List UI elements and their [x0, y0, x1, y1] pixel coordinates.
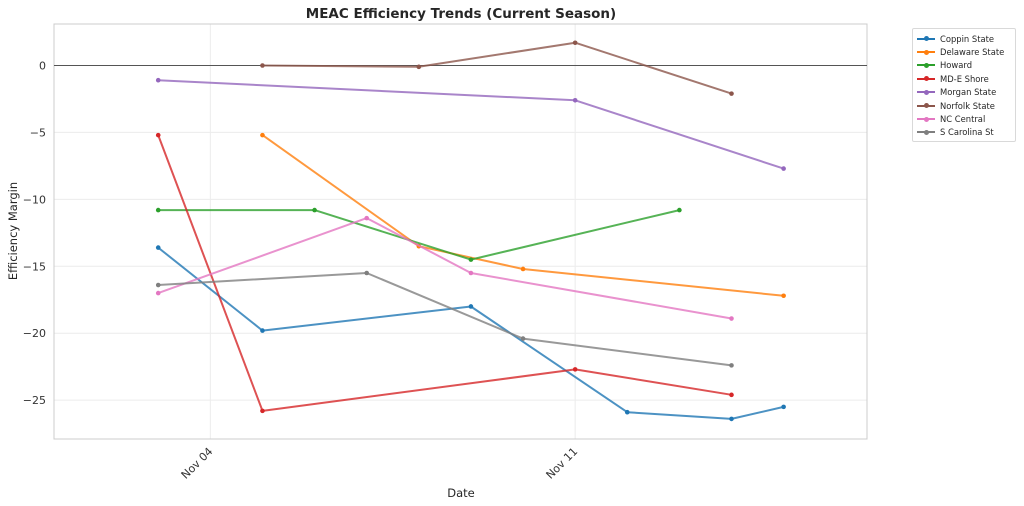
y-tick-label: −20	[23, 327, 46, 340]
data-point-nc-central	[364, 215, 369, 221]
series-line-s-carolina-st	[158, 272, 732, 367]
legend-swatch-icon	[917, 129, 935, 135]
legend-item-morgan-state: Morgan State	[917, 86, 1011, 99]
x-axis-label: Date	[447, 486, 475, 500]
legend-swatch-icon	[917, 89, 935, 95]
legend-item-s-carolina-st: S Carolina St	[917, 126, 1011, 139]
series-nc-central	[155, 215, 734, 321]
series-line-morgan-state	[158, 79, 784, 170]
data-point-morgan-state	[572, 98, 578, 103]
data-point-coppin-state	[155, 245, 161, 250]
data-point-howard	[468, 257, 474, 262]
series-coppin-state	[155, 245, 786, 422]
legend-swatch-icon	[917, 36, 935, 42]
data-point-nc-central	[468, 270, 474, 276]
series-line-delaware-state	[261, 134, 784, 297]
legend-item-howard: Howard	[917, 59, 1011, 72]
legend-item-norfolk-state: Norfolk State	[917, 99, 1011, 112]
data-point-nc-central	[729, 316, 734, 321]
series-s-carolina-st	[155, 270, 734, 368]
y-tick-label: −10	[23, 193, 46, 206]
data-point-coppin-state	[260, 328, 265, 333]
data-point-norfolk-state	[416, 64, 422, 70]
series-norfolk-state	[260, 40, 734, 96]
legend-marker-icon	[924, 129, 929, 135]
series-line-md-e-shore	[157, 134, 732, 412]
data-point-coppin-state	[468, 304, 474, 309]
legend-swatch-icon	[917, 103, 935, 109]
y-axis-label: Efficiency Margin	[6, 182, 20, 280]
series-morgan-state	[155, 77, 786, 171]
legend-label: S Carolina St	[940, 127, 994, 138]
legend-swatch-icon	[917, 62, 935, 68]
data-point-morgan-state	[781, 166, 786, 171]
series-howard	[155, 207, 682, 262]
data-point-nc-central	[155, 290, 161, 296]
data-point-delaware-state	[781, 293, 786, 299]
legend-label: Coppin State	[940, 33, 995, 44]
legend-swatch-icon	[917, 49, 935, 55]
data-point-howard	[677, 207, 682, 213]
data-point-norfolk-state	[260, 63, 265, 68]
data-point-norfolk-state	[572, 40, 578, 46]
legend-swatch-icon	[917, 76, 935, 82]
series-layer	[155, 40, 786, 422]
data-point-md-e-shore	[260, 408, 265, 414]
legend-label: Norfolk State	[940, 100, 995, 111]
data-point-howard	[155, 207, 161, 213]
series-line-nc-central	[157, 217, 732, 320]
data-point-howard	[312, 207, 317, 213]
legend-swatch-icon	[917, 116, 935, 122]
legend-marker-icon	[924, 62, 929, 68]
legend-label: MD-E Shore	[940, 73, 989, 84]
legend-label: Morgan State	[940, 87, 997, 98]
data-point-norfolk-state	[729, 91, 734, 96]
x-tick-label: Nov 11	[544, 445, 581, 482]
y-tick-label: −15	[23, 260, 46, 273]
x-tick-label: Nov 04	[179, 445, 216, 482]
plot-area	[53, 23, 868, 440]
legend-marker-icon	[924, 89, 929, 95]
data-point-s-carolina-st	[155, 282, 161, 288]
data-point-delaware-state	[520, 266, 526, 272]
data-point-md-e-shore	[155, 132, 161, 138]
data-point-s-carolina-st	[520, 336, 526, 341]
y-tick-label: 0	[39, 60, 46, 73]
grid	[54, 24, 867, 439]
legend-marker-icon	[924, 103, 929, 109]
legend-marker-icon	[924, 116, 929, 122]
series-delaware-state	[260, 132, 786, 299]
legend-item-delaware-state: Delaware State	[917, 45, 1011, 58]
data-point-md-e-shore	[729, 392, 734, 398]
legend-item-nc-central: NC Central	[917, 112, 1011, 125]
chart-title: MEAC Efficiency Trends (Current Season)	[306, 6, 616, 22]
legend-item-md-e-shore: MD-E Shore	[917, 72, 1011, 85]
data-point-delaware-state	[260, 132, 265, 138]
legend-label: Howard	[940, 60, 973, 71]
y-axis-ticks: 0 −5 −10 −15 −20 −25	[23, 60, 46, 408]
legend-marker-icon	[924, 49, 929, 55]
legend-marker-icon	[924, 76, 929, 82]
series-line-howard	[158, 209, 680, 261]
data-point-s-carolina-st	[364, 270, 369, 276]
data-point-coppin-state	[781, 404, 786, 410]
legend-marker-icon	[924, 36, 929, 42]
data-point-coppin-state	[624, 409, 630, 415]
series-md-e-shore	[155, 132, 734, 414]
legend: Coppin State Delaware State Howard MD-E Sho…	[912, 28, 1016, 143]
y-tick-label: −25	[23, 394, 46, 407]
legend-item-coppin-state: Coppin State	[917, 32, 1011, 45]
legend-label: NC Central	[940, 114, 986, 125]
data-point-coppin-state	[729, 416, 734, 422]
series-line-coppin-state	[157, 246, 784, 420]
x-axis-ticks: Nov 04 Nov 11	[179, 445, 581, 482]
data-point-s-carolina-st	[729, 363, 734, 368]
y-tick-label: −5	[30, 126, 46, 139]
data-point-md-e-shore	[572, 367, 578, 372]
series-line-norfolk-state	[262, 41, 732, 95]
legend-label: Delaware State	[940, 47, 1005, 58]
data-point-morgan-state	[155, 77, 161, 83]
